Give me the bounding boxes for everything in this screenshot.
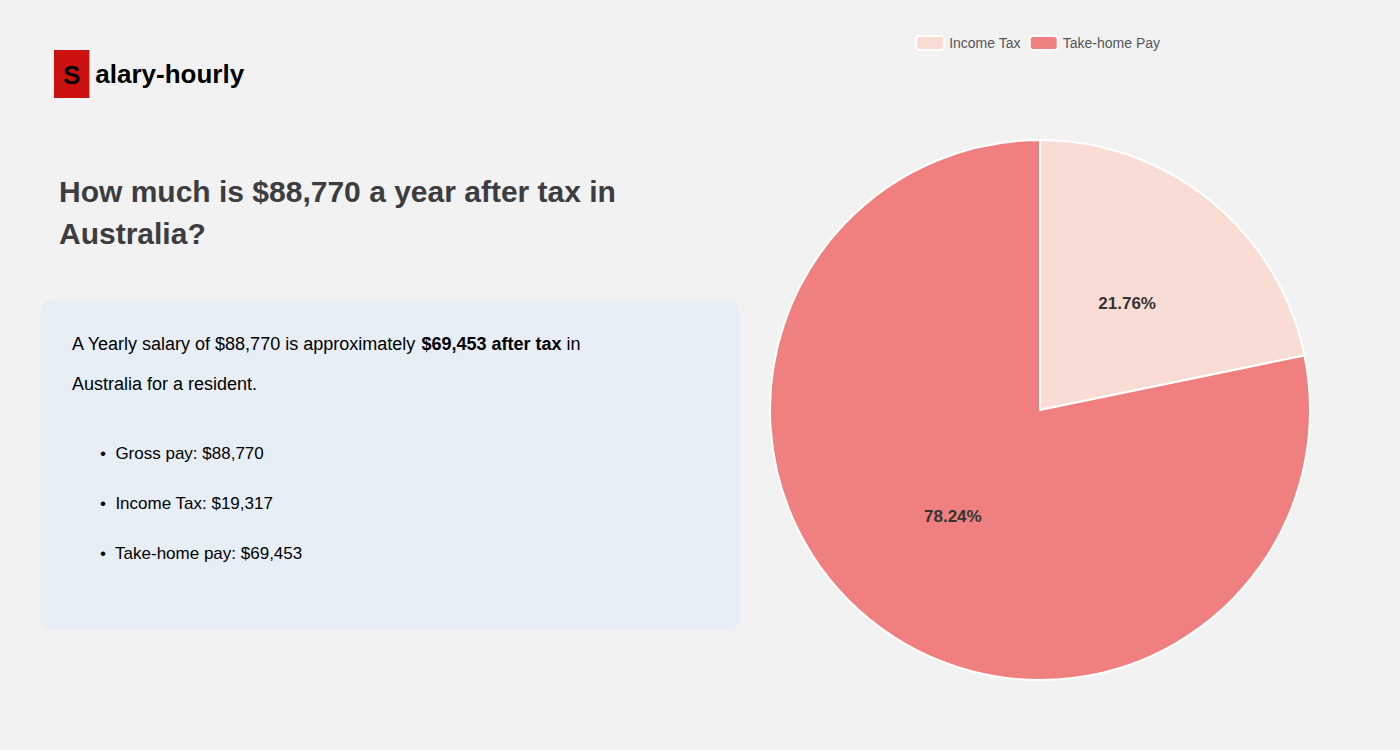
svg-text:Take-home Pay: Take-home Pay [1063,35,1160,51]
svg-text:78.24%: 78.24% [924,507,982,526]
svg-text:How much is $88,770 a year aft: How much is $88,770 a year after tax in [59,175,616,208]
svg-text:in: in [562,334,581,354]
svg-text:• Income Tax: $19,317: • Income Tax: $19,317 [100,494,273,513]
svg-text:21.76%: 21.76% [1098,294,1156,313]
svg-text:A Yearly salary of $88,770 is: A Yearly salary of $88,770 is approximat… [72,334,420,354]
svg-text:Income Tax: Income Tax [949,35,1020,51]
svg-text:• Gross pay: $88,770: • Gross pay: $88,770 [100,444,264,463]
svg-text:S: S [63,60,80,90]
svg-text:• Take-home pay: $69,453: • Take-home pay: $69,453 [100,544,302,563]
svg-text:$69,453 after tax: $69,453 after tax [422,334,562,354]
svg-text:Australia?: Australia? [59,217,206,250]
svg-text:alary-hourly: alary-hourly [95,59,244,89]
svg-text:Australia for a resident.: Australia for a resident. [72,374,257,394]
